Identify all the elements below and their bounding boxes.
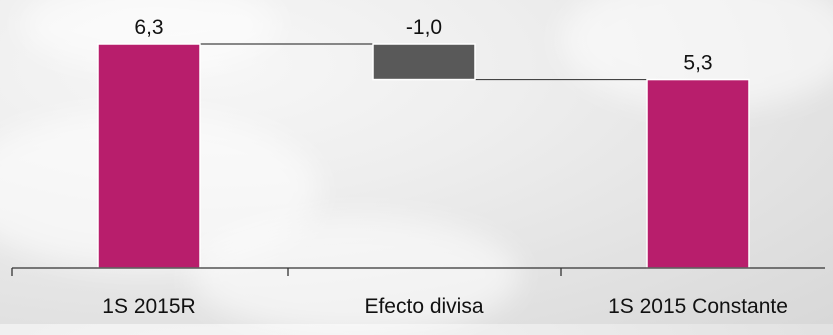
background-cloud xyxy=(190,215,520,335)
data-label: -1,0 xyxy=(406,16,442,39)
data-label: 5,3 xyxy=(683,52,712,75)
x-tick-label: Efecto divisa xyxy=(364,295,483,318)
bar-total xyxy=(646,78,750,269)
bar-delta xyxy=(372,43,476,81)
bar-total xyxy=(97,43,201,269)
data-label: 6,3 xyxy=(134,16,163,39)
x-tick-label: 1S 2015R xyxy=(102,295,195,318)
waterfall-chart: 6,3 -1,0 5,3 1S 2015R Efecto divisa 1S 2015 C… xyxy=(11,16,825,318)
x-tick-label: 1S 2015 Constante xyxy=(608,295,788,318)
